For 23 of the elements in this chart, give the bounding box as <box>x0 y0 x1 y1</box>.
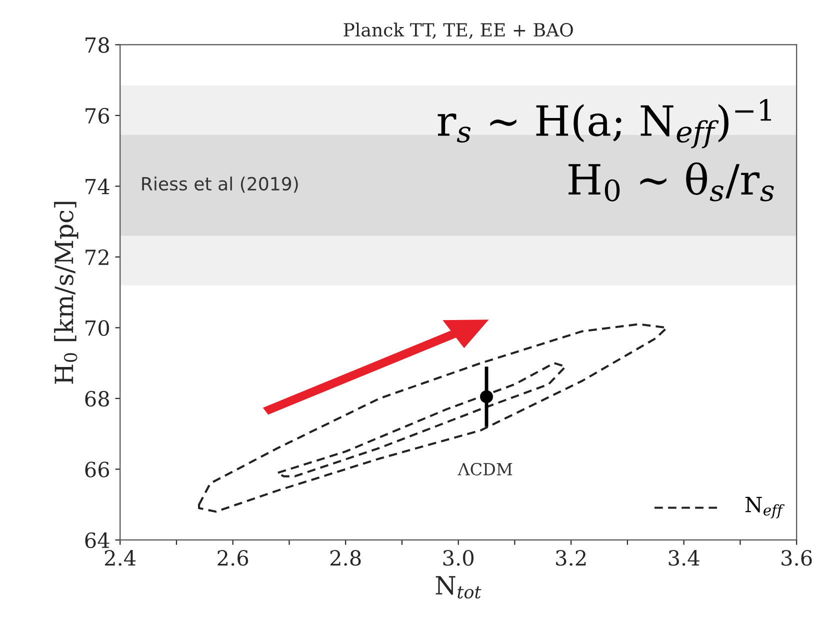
x-tick-label: 3.2 <box>556 550 586 566</box>
y-tick-label: 64 <box>85 532 110 548</box>
x-tick-label: 2.6 <box>218 550 248 566</box>
chart-title: Planck TT, TE, EE + BAO <box>344 22 573 39</box>
annotation: N$_{eff}$ <box>746 496 785 518</box>
y-tick-label: 76 <box>86 108 110 124</box>
x-tick-label: 3.0 <box>443 550 474 566</box>
y-tick-label: 68 <box>85 390 109 407</box>
annotation: H$_{0}$ ∼ θ$_{s}$/r$_{s}$ <box>568 162 774 202</box>
y-tick-label: 72 <box>86 249 108 265</box>
x-tick-label: 3.6 <box>782 550 812 566</box>
y-tick-label: 70 <box>86 320 109 336</box>
band-label: Riess et al (2019) <box>142 176 298 193</box>
y-axis-title: H$_{0}$ [km/s/Mpc] <box>54 202 78 384</box>
x-axis-title: N$_{tot}$ <box>436 576 482 599</box>
y-tick-label: 74 <box>86 178 110 194</box>
x-tick-label: 3.4 <box>668 550 700 566</box>
y-tick-label: 78 <box>86 37 109 53</box>
y-tick-label: 66 <box>85 462 110 478</box>
x-tick-label: 2.8 <box>330 550 361 566</box>
x-tick-label: 2.4 <box>104 550 136 566</box>
annotation: r$_{s}$ ∼ H(a; N$_{eff}$)$^{−1}$ <box>438 98 771 148</box>
annotation: ΛCDM <box>458 462 512 476</box>
